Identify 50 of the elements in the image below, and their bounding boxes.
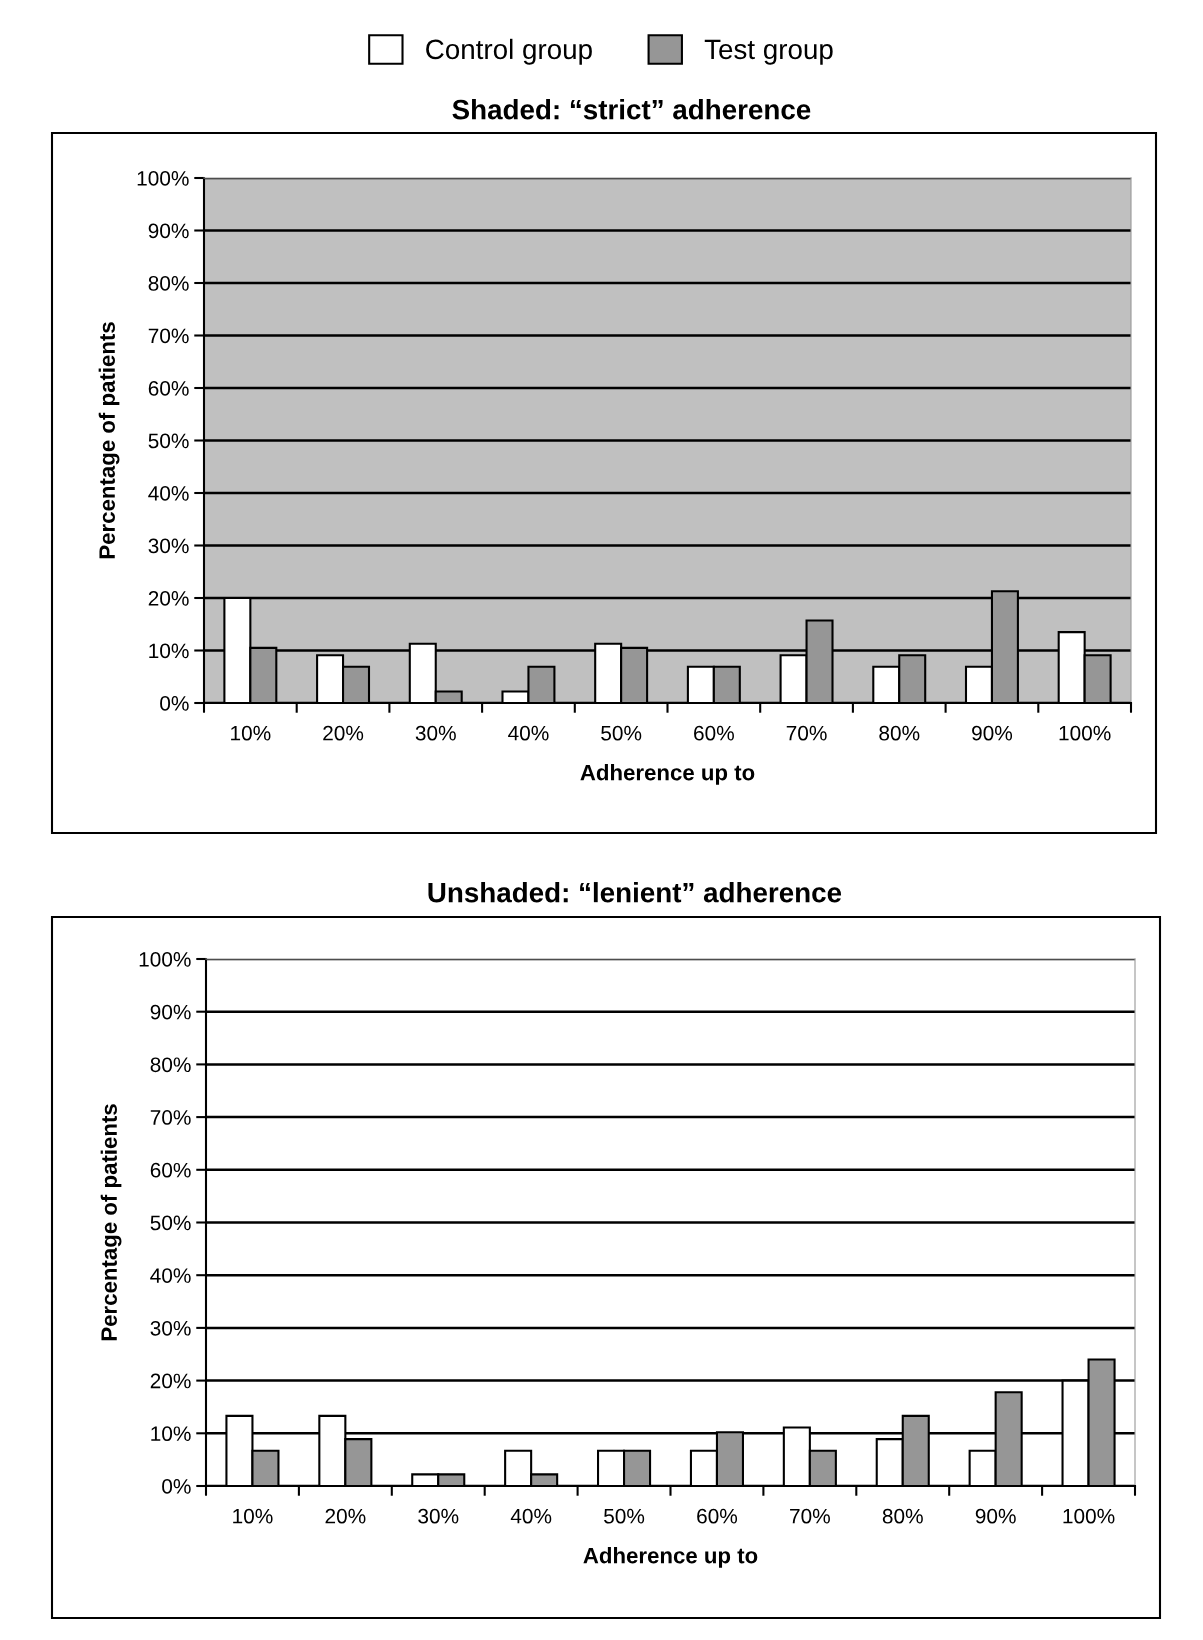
x-tick-label: 10% bbox=[231, 725, 271, 741]
y-tick-label: 20% bbox=[148, 591, 189, 606]
x-tick-label: 30% bbox=[418, 1508, 459, 1524]
y-tick-label: 40% bbox=[150, 1268, 191, 1283]
y-tick-label: 100% bbox=[139, 952, 191, 967]
x-tick-label: 90% bbox=[975, 1508, 1016, 1524]
y-tick-label: 80% bbox=[148, 276, 189, 291]
x-tick-label: 20% bbox=[325, 1508, 366, 1524]
y-tick-label: 70% bbox=[150, 1110, 191, 1125]
x-tick-label: 50% bbox=[604, 1508, 645, 1524]
x-tick-label: 70% bbox=[790, 1508, 830, 1524]
x-axis-title: Adherence up to bbox=[580, 764, 755, 785]
y-tick-label: 0% bbox=[160, 696, 189, 711]
y-tick-label: 60% bbox=[148, 381, 189, 396]
x-tick-label: 60% bbox=[697, 1508, 738, 1524]
y-tick-label: 10% bbox=[151, 1426, 191, 1442]
x-tick-label: 50% bbox=[601, 725, 642, 741]
chart-title: Unshaded: “lenient” adherence bbox=[428, 882, 842, 903]
y-tick-label: 50% bbox=[148, 433, 189, 449]
legend-label: Test group bbox=[704, 39, 833, 65]
x-tick-label: 40% bbox=[510, 1508, 552, 1524]
y-axis-title: Percentage of patients bbox=[100, 1104, 122, 1341]
legend-label: Control group bbox=[426, 38, 592, 65]
y-tick-label: 100% bbox=[137, 171, 189, 186]
x-tick-label: 40% bbox=[508, 725, 549, 741]
x-tick-label: 100% bbox=[1059, 725, 1111, 741]
y-tick-label: 50% bbox=[150, 1215, 191, 1231]
x-tick-label: 90% bbox=[972, 725, 1013, 741]
x-tick-label: 70% bbox=[786, 725, 827, 741]
x-tick-label: 60% bbox=[694, 725, 734, 741]
y-tick-label: 90% bbox=[150, 1004, 191, 1020]
y-tick-label: 60% bbox=[150, 1162, 191, 1178]
y-tick-label: 0% bbox=[162, 1479, 191, 1494]
y-tick-label: 70% bbox=[148, 328, 189, 344]
x-tick-label: 10% bbox=[233, 1508, 273, 1524]
x-tick-label: 30% bbox=[415, 725, 456, 741]
y-tick-label: 30% bbox=[150, 1320, 191, 1336]
chart-title: Shaded: “strict” adherence bbox=[452, 99, 811, 120]
x-tick-label: 100% bbox=[1063, 1508, 1115, 1524]
x-axis-title: Adherence up to bbox=[583, 1547, 758, 1568]
y-tick-label: 20% bbox=[150, 1373, 191, 1389]
x-tick-label: 80% bbox=[882, 1508, 923, 1524]
x-tick-label: 20% bbox=[323, 725, 364, 741]
y-tick-label: 40% bbox=[148, 486, 189, 501]
y-tick-label: 90% bbox=[148, 223, 189, 239]
y-tick-label: 10% bbox=[149, 643, 189, 659]
x-tick-label: 80% bbox=[879, 725, 920, 741]
y-tick-label: 30% bbox=[148, 538, 189, 554]
y-tick-label: 80% bbox=[150, 1057, 191, 1073]
y-axis-title: Percentage of patients bbox=[98, 322, 120, 559]
